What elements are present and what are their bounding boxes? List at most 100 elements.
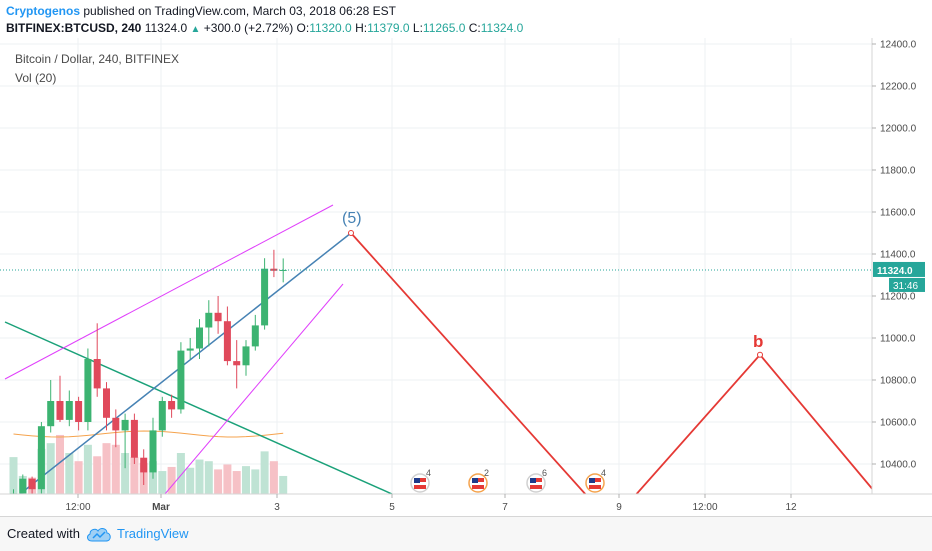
volume-bar [167,466,176,494]
volume-bar [204,461,213,494]
candle-body [47,401,55,427]
flag-canton [472,478,478,483]
quote-line: BITFINEX:BTCUSD, 240 11324.0 ▲ +300.0 (+… [6,21,523,35]
volume-bar [65,453,74,494]
projection-leg-down [350,232,587,494]
y-tick-label: 11000.0 [880,334,916,345]
footer-bar: Created with TradingView [0,516,932,551]
volume-bar [102,443,111,494]
open-value: 11320.0 [309,21,352,35]
volume-bar [251,469,260,494]
chart-legend: Bitcoin / Dollar, 240, BITFINEX Vol (20) [15,50,179,88]
event-flag-marker [410,473,430,493]
plot-group [0,38,872,494]
flag-stripe-white [472,482,484,485]
chart-header: Cryptogenos published on TradingView.com… [0,0,932,38]
volume-bar [56,434,64,494]
y-tick-label: 10800.0 [880,376,917,387]
candle-body [121,419,129,431]
volume-bar [279,475,288,494]
y-tick-label: 10400.0 [880,460,917,471]
event-flag-marker [526,473,546,493]
candle-body [251,325,259,347]
candle-body [168,401,176,410]
candle-body [19,478,27,494]
volume-bar [186,467,195,494]
price-chart[interactable]: (5) b 4 2 6 4 10400.0 10600.0 10800.0 11000.0 1120… [0,38,932,516]
event-count-label: 4 [601,468,606,478]
chart-area[interactable]: (5) b 4 2 6 4 10400.0 10600.0 10800.0 11000.0 1120… [0,38,932,516]
y-tick-label: 11600.0 [880,208,916,219]
wave-b-point [757,351,763,358]
y-tick-label: 12000.0 [880,124,917,135]
last-price: 11324.0 [144,21,188,35]
candle-body [177,350,185,410]
flag-stripe-white [530,482,542,485]
x-tick-label: 9 [616,502,622,513]
low-label: L: [412,21,423,35]
candle-body [37,426,45,490]
y-tick-label: 11200.0 [880,292,916,303]
flag-canton [530,478,536,483]
volume-bar [214,469,223,494]
volume-indicator-label[interactable]: Vol (20) [15,71,57,85]
candle-body [93,359,101,389]
low-value: 11265.0 [422,21,466,35]
flag-canton [589,478,595,483]
series-title: Bitcoin / Dollar, 240, BITFINEX [15,52,180,66]
x-tick-label: 12:00 [692,502,717,513]
countdown-badge [889,277,925,292]
candle-body [158,401,166,431]
candle-body [233,361,241,366]
candle-body [186,348,194,351]
flag-stripe-red [589,485,601,489]
symbol-label[interactable]: BITFINEX:BTCUSD, 240 [6,21,142,35]
close-value: 11324.0 [480,21,524,35]
volume-bar [176,453,185,494]
candle-body [242,346,250,366]
x-tick-label: 7 [502,502,508,513]
event-flag-marker [468,473,488,493]
candle-body [205,312,213,328]
flag-stripe-white [414,482,426,485]
current-price-badge [873,261,925,277]
event-count-label: 6 [542,468,547,478]
price-change: +300.0 (+2.72%) [203,21,294,35]
event-count-label: 4 [426,468,431,478]
channel-upper-line [4,204,334,380]
volume-bar [111,444,120,494]
publisher-link[interactable]: Cryptogenos [6,4,81,18]
candle-body [261,268,269,326]
candle-body [279,269,287,271]
published-text: published on TradingView.com, March 03, … [83,4,396,18]
wave-5-point [348,230,354,236]
downtrend-line [4,321,393,494]
tradingview-cloud-icon[interactable] [86,525,112,543]
publish-line: Cryptogenos published on TradingView.com… [6,4,396,18]
volume-bar [223,464,232,494]
candle-body [196,327,203,349]
candle-body [84,359,92,422]
candle-body [140,457,148,473]
volume-bar [46,443,55,494]
flag-stripe-red [530,485,542,489]
candle-body [223,321,231,362]
projection-leg-abc [635,353,872,494]
volume-bar [260,451,269,494]
y-tick-label: 12200.0 [880,82,917,93]
candle-body [130,419,138,458]
flag-canton [414,478,420,483]
y-tick-label: 10600.0 [880,418,917,429]
high-label: H: [355,21,368,35]
volume-ma-line [13,430,284,438]
volume-bar [242,466,250,494]
volume-bar [130,457,139,494]
flag-stripe-white [589,482,601,485]
candle-body [149,430,157,473]
volume-bar [269,461,278,494]
x-tick-label: 3 [274,502,280,513]
up-arrow-icon: ▲ [190,24,201,35]
trend-line [19,232,352,494]
current-price-label: 11324.0 [877,266,913,277]
tradingview-brand-link[interactable]: TradingView [117,526,189,541]
